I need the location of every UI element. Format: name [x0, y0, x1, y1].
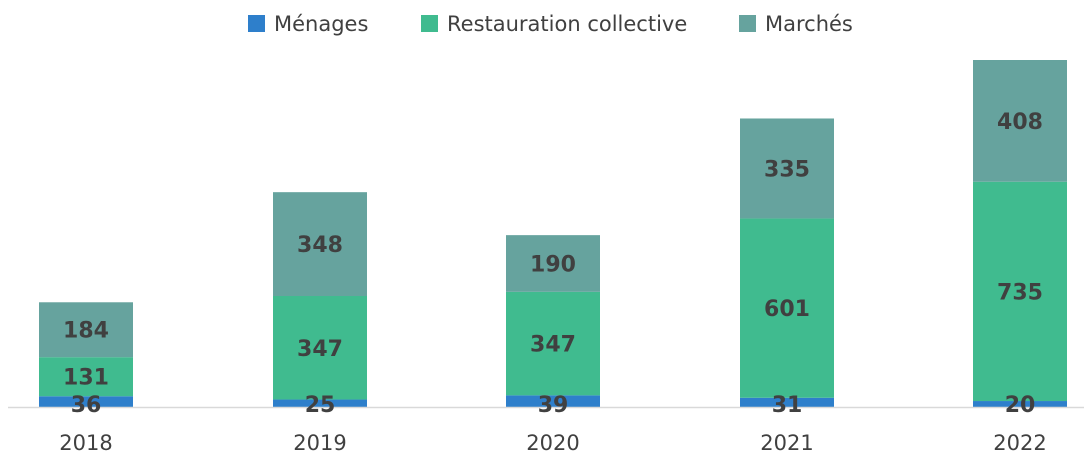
bar-segment — [39, 302, 133, 358]
bar-segment — [506, 291, 600, 396]
legend: Ménages Restauration collective Marchés — [248, 12, 853, 36]
x-tick-label: 2019 — [293, 431, 346, 455]
bar-segment — [39, 357, 133, 397]
x-tick-label: 2022 — [993, 431, 1046, 455]
bar-segment — [740, 397, 834, 407]
data-label: 25 — [305, 393, 336, 418]
legend-swatch — [739, 15, 756, 32]
legend-label: Ménages — [274, 12, 368, 36]
data-label: 335 — [764, 157, 810, 182]
x-tick-label: 2021 — [760, 431, 813, 455]
bar-segment — [973, 401, 1067, 407]
bar-segment — [973, 60, 1067, 182]
data-label: 31 — [772, 393, 803, 418]
bar-segment — [273, 399, 367, 407]
bar-segment — [39, 396, 133, 407]
data-label: 601 — [764, 297, 810, 322]
legend-label: Marchés — [765, 12, 853, 36]
data-label: 347 — [530, 333, 576, 358]
x-tick-label: 2018 — [59, 431, 112, 455]
data-label: 184 — [63, 319, 109, 344]
x-axis-ticks: 2018 2019 2020 2021 2022 — [59, 431, 1046, 455]
bar-segment — [740, 118, 834, 219]
data-label: 347 — [297, 337, 343, 362]
data-label: 39 — [538, 393, 569, 418]
bar-segment — [506, 235, 600, 292]
bar-segment — [973, 181, 1067, 402]
bar-segment — [506, 395, 600, 407]
data-label: 348 — [297, 233, 343, 258]
legend-label: Restauration collective — [447, 12, 687, 36]
data-label: 190 — [530, 252, 576, 277]
bar-segment — [273, 192, 367, 297]
data-label: 735 — [997, 280, 1043, 305]
legend-swatch — [421, 15, 438, 32]
data-label: 36 — [71, 393, 102, 418]
data-label: 408 — [997, 110, 1043, 135]
bars — [39, 60, 1067, 407]
bar-segment — [273, 296, 367, 400]
x-tick-label: 2020 — [526, 431, 579, 455]
bar-segment — [740, 218, 834, 398]
legend-swatch — [248, 15, 265, 32]
data-label: 20 — [1005, 393, 1036, 418]
data-label: 131 — [63, 366, 109, 391]
